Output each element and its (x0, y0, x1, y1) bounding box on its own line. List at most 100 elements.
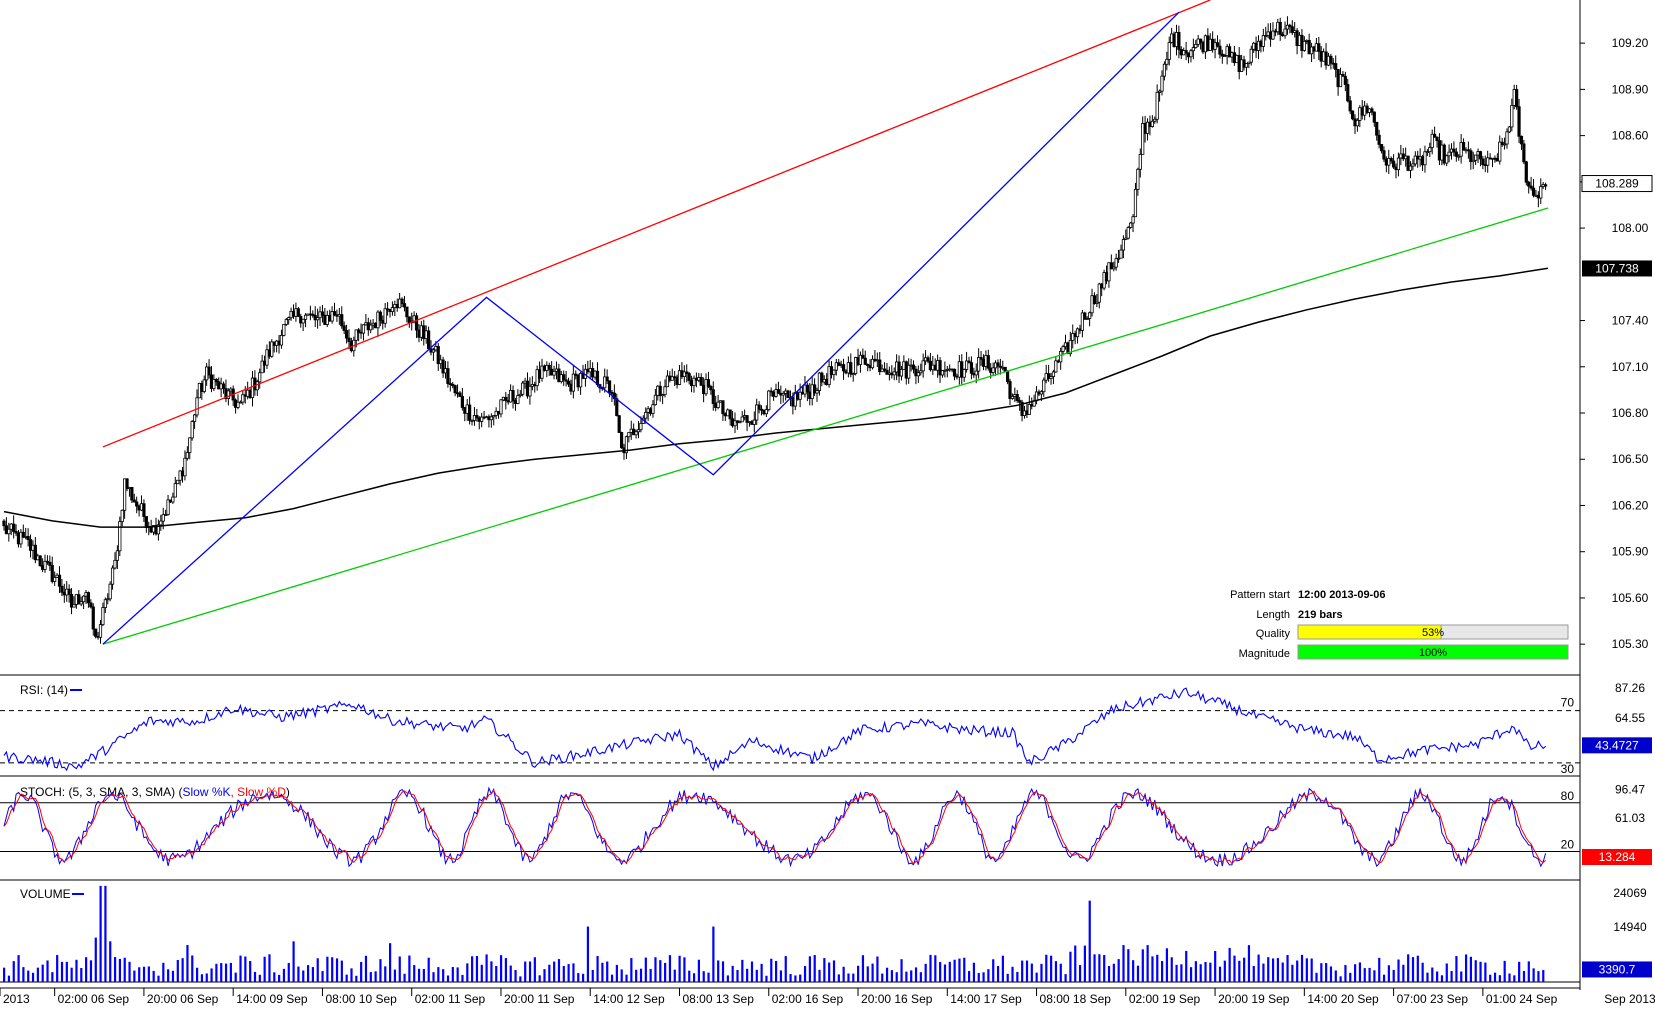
volume-bar (885, 967, 889, 982)
candle-body (1109, 262, 1113, 270)
volume-bar (847, 973, 850, 982)
candle-body (303, 314, 308, 320)
volume-bar (905, 971, 908, 982)
candle-body (176, 479, 180, 485)
candle-body (89, 602, 93, 608)
volume-bar (171, 970, 175, 982)
candle-body (1184, 50, 1188, 54)
candle-body (260, 360, 264, 374)
volume-bar (610, 974, 614, 982)
volume-bar (799, 974, 802, 982)
candle-body (1223, 55, 1227, 57)
candle-body (50, 564, 54, 582)
candle-body (1531, 187, 1536, 196)
candle-body (103, 599, 107, 609)
resistance-line (102, 0, 1211, 448)
volume-bar (413, 965, 416, 982)
volume-bar (1402, 964, 1405, 982)
candle-body (270, 341, 274, 357)
volume-bar (181, 958, 184, 982)
volume-bar (41, 964, 44, 982)
candle-body (786, 390, 790, 398)
candle-body (1083, 312, 1087, 320)
volume-bar (857, 965, 860, 982)
candle-body (897, 361, 901, 377)
candle-body (1261, 35, 1265, 47)
volume-bar (828, 962, 831, 982)
candle-body (45, 560, 50, 563)
volume-bar (393, 969, 397, 982)
x-axis-label: 14:00 17 Sep (950, 992, 1022, 1006)
candle-body (214, 379, 218, 383)
volume-bar (625, 974, 628, 982)
volume-bar (1199, 964, 1202, 982)
candle-body (1543, 184, 1548, 187)
volume-bar (51, 972, 54, 982)
stoch-d-line (3, 789, 1546, 865)
candle-body (468, 404, 472, 421)
volume-bar (1455, 956, 1458, 982)
volume-bar (1223, 960, 1226, 982)
volume-bar (1107, 965, 1111, 982)
volume-bar (842, 966, 845, 982)
candle-body (1006, 371, 1010, 382)
stoch-series-name: , Slow %D (231, 785, 287, 799)
candle-body (236, 401, 240, 408)
volume-bar (374, 971, 377, 982)
pattern-info-value: 12:00 2013-09-06 (1298, 589, 1385, 601)
volume-bar (1006, 973, 1009, 982)
price-tick-label: 105.60 (1612, 591, 1649, 605)
volume-bar (606, 961, 609, 982)
pattern-quality-label: Quality (1256, 628, 1291, 640)
volume-bar (417, 968, 421, 982)
x-axis-label: 2013 (3, 992, 30, 1006)
candle-body (854, 357, 858, 375)
volume-bar (1045, 954, 1048, 982)
rsi-axis-label: 87.26 (1615, 681, 1645, 695)
volume-bar (823, 958, 826, 982)
volume-bar (572, 963, 575, 982)
volume-bar (345, 974, 348, 982)
candle-body (1116, 257, 1121, 260)
candle-body (1039, 391, 1043, 395)
candle-body (1126, 227, 1130, 239)
volume-bar (1247, 945, 1251, 982)
volume-bar (1416, 955, 1419, 982)
volume-bar (615, 964, 618, 982)
candle-body (347, 337, 351, 343)
volume-bar (659, 960, 662, 982)
candle-body (740, 416, 744, 423)
volume-bar (953, 959, 956, 982)
volume-bar (109, 941, 112, 982)
candle-body (952, 368, 957, 377)
candle-body (998, 365, 1002, 368)
volume-bar (258, 974, 261, 982)
candle-body (1290, 26, 1294, 33)
volume-bar (403, 973, 406, 982)
volume-bar (726, 975, 729, 982)
volume-bar (881, 973, 884, 982)
candle-body (870, 358, 875, 369)
candle-body (453, 385, 457, 394)
candle-body (26, 536, 30, 540)
candle-body (53, 577, 57, 582)
candle-body (221, 383, 226, 389)
volume-bar (215, 963, 218, 982)
candle-body (79, 601, 83, 605)
candle-body (1375, 121, 1379, 136)
candle-body (188, 437, 192, 453)
candle-body (1061, 346, 1065, 352)
candle-body (996, 362, 1000, 367)
x-axis-label: 02:00 06 Sep (58, 992, 130, 1006)
candle-body (43, 560, 47, 570)
volume-bar (224, 963, 228, 982)
x-axis-label: 14:00 09 Sep (236, 992, 308, 1006)
candle-body (108, 583, 112, 600)
volume-bar (128, 961, 131, 982)
candle-body (1162, 63, 1167, 77)
volume-bar (138, 967, 141, 982)
candle-body (878, 359, 882, 373)
candle-body (1020, 401, 1024, 416)
candle-body (709, 386, 713, 391)
x-axis-label: 07:00 23 Sep (1397, 992, 1469, 1006)
